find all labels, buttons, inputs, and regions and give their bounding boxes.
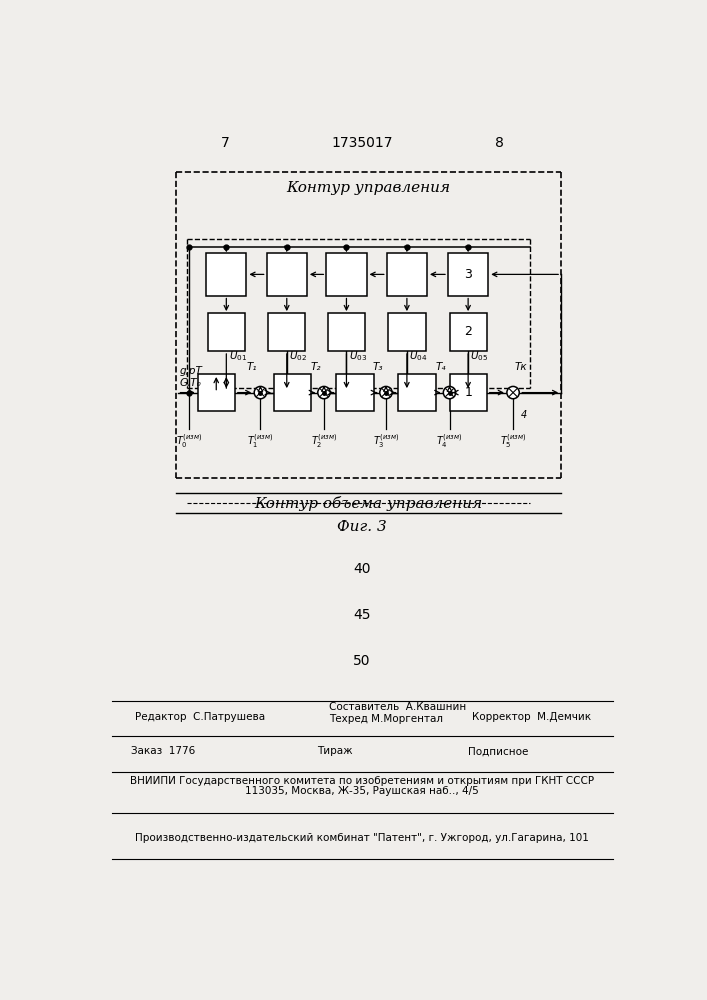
Circle shape (443, 386, 456, 399)
Bar (337, 374, 373, 411)
Bar (450, 312, 486, 351)
Text: $T_4^{(изм)}$: $T_4^{(изм)}$ (436, 433, 463, 450)
Text: Подписное: Подписное (468, 746, 529, 756)
Text: $U_{02}$: $U_{02}$ (289, 349, 307, 363)
Text: 7: 7 (221, 136, 230, 150)
Text: $T_1^{(изм)}$: $T_1^{(изм)}$ (247, 433, 274, 450)
Text: Производственно-издательский комбинат "Патент", г. Ужгород, ул.Гагарина, 101: Производственно-издательский комбинат "П… (135, 833, 589, 843)
Text: T₁: T₁ (247, 362, 257, 372)
Bar (398, 374, 436, 411)
Text: $T_5^{(изм)}$: $T_5^{(изм)}$ (500, 433, 527, 450)
Text: 3: 3 (464, 268, 472, 281)
Text: T₄: T₄ (436, 362, 446, 372)
Text: ВНИИПИ Государственного комитета по изобретениям и открытиям при ГКНТ СССР: ВНИИПИ Государственного комитета по изоб… (130, 776, 594, 786)
Bar (328, 312, 365, 351)
Text: Фиг. 3: Фиг. 3 (337, 520, 387, 534)
Bar (448, 253, 489, 296)
Text: g,pT: g,pT (180, 366, 203, 376)
Text: 8: 8 (495, 136, 503, 150)
Text: $T_2^{(изм)}$: $T_2^{(изм)}$ (310, 433, 337, 450)
Text: 1: 1 (464, 386, 472, 399)
Bar (327, 253, 367, 296)
Bar (274, 374, 311, 411)
Bar (198, 374, 235, 411)
Circle shape (317, 386, 330, 399)
Text: 40: 40 (354, 562, 370, 576)
Bar (267, 253, 307, 296)
Bar (208, 312, 245, 351)
Bar (450, 374, 486, 411)
Text: 4: 4 (521, 410, 527, 420)
Bar (206, 253, 247, 296)
Text: 2: 2 (464, 325, 472, 338)
Text: G,T₀: G,T₀ (180, 378, 201, 388)
Text: Тираж: Тираж (317, 746, 353, 756)
Text: Составитель  А.Квашнин: Составитель А.Квашнин (329, 702, 466, 712)
Text: T₃: T₃ (373, 362, 383, 372)
Text: Контур управления: Контур управления (286, 181, 450, 195)
Text: 50: 50 (354, 654, 370, 668)
Text: 1735017: 1735017 (331, 136, 392, 150)
Bar (268, 312, 305, 351)
Text: Техред М.Моргентал: Техред М.Моргентал (329, 714, 443, 724)
Bar (387, 253, 427, 296)
Bar (388, 312, 426, 351)
Text: Заказ  1776: Заказ 1776 (131, 746, 195, 756)
Circle shape (507, 386, 519, 399)
Text: 113035, Москва, Ж-35, Раушская наб.., 4/5: 113035, Москва, Ж-35, Раушская наб.., 4/… (245, 786, 479, 796)
Text: Корректор  М.Демчик: Корректор М.Демчик (472, 712, 591, 722)
Text: $U_{03}$: $U_{03}$ (349, 349, 367, 363)
Text: $U_{01}$: $U_{01}$ (228, 349, 247, 363)
Text: Контур объема управления: Контур объема управления (255, 496, 483, 511)
Text: $T_0^{(изм)}$: $T_0^{(изм)}$ (176, 433, 202, 450)
Circle shape (255, 386, 267, 399)
Text: 45: 45 (354, 608, 370, 622)
Text: $T_3^{(изм)}$: $T_3^{(изм)}$ (373, 433, 399, 450)
Text: T₂: T₂ (310, 362, 321, 372)
Circle shape (380, 386, 392, 399)
Text: $U_{05}$: $U_{05}$ (470, 349, 489, 363)
Text: Tк: Tк (515, 362, 527, 372)
Text: Редактор  С.Патрушева: Редактор С.Патрушева (135, 712, 265, 722)
Text: $U_{04}$: $U_{04}$ (409, 349, 428, 363)
